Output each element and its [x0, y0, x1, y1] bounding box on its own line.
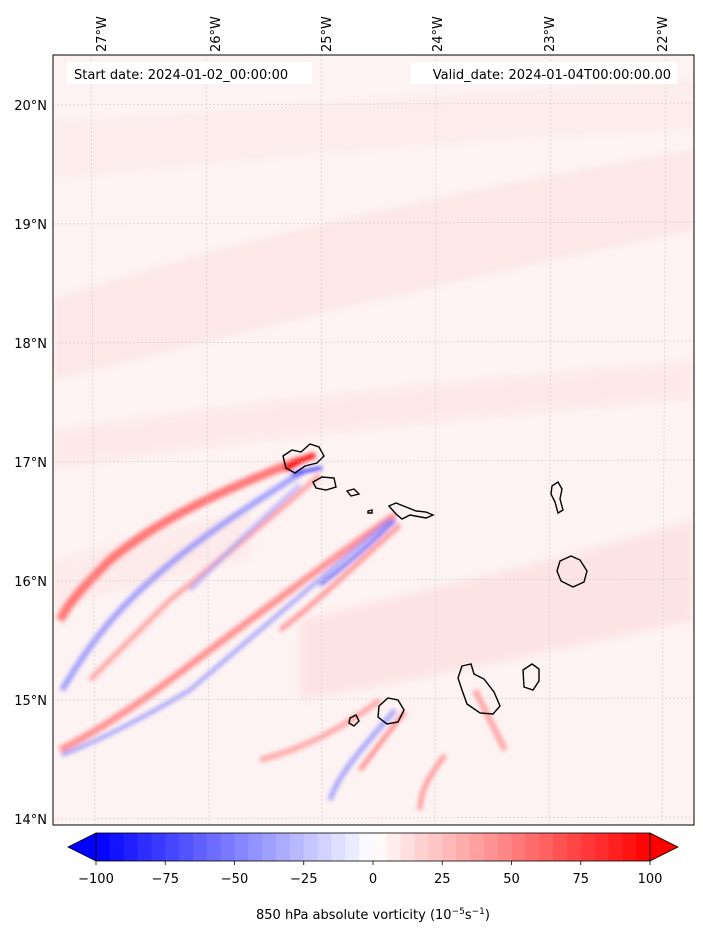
colorbar-segment	[331, 833, 346, 861]
colorbar-segment	[248, 833, 263, 861]
lat-tick-label: 16°N	[14, 575, 47, 590]
lon-tick-label: 26°W	[209, 16, 224, 52]
lat-tick-label: 17°N	[14, 456, 47, 471]
colorbar-max-extension	[649, 832, 679, 862]
colorbar-segment	[317, 833, 332, 861]
colorbar-segment	[511, 833, 526, 861]
colorbar-segment	[608, 833, 623, 861]
island-coastlines	[282, 443, 588, 727]
map-gridlines	[53, 55, 694, 825]
colorbar-segment	[276, 833, 291, 861]
colorbar-segment	[359, 833, 374, 861]
colorbar-tick-label: −100	[78, 872, 114, 887]
colorbar-segment	[123, 833, 139, 861]
colorbar-segment	[497, 833, 512, 861]
island-santiago	[457, 663, 501, 715]
colorbar-segment	[192, 833, 208, 861]
island-sal	[550, 481, 564, 515]
island-wake-streaks	[55, 452, 508, 811]
island-santa-luzia	[345, 488, 361, 497]
start-date-label: Start date: 2024-01-02_00:00:00	[74, 68, 288, 83]
colorbar-segment	[151, 833, 166, 861]
colorbar-tick-label: −50	[221, 872, 248, 887]
island-sao-vicente	[312, 476, 337, 491]
lat-tick-label: 18°N	[14, 337, 47, 352]
colorbar-segment	[622, 833, 637, 861]
colorbar-segment	[414, 833, 429, 861]
colorbar-segment	[553, 833, 568, 861]
valid-date-box	[410, 62, 677, 84]
colorbar-segment	[386, 833, 402, 861]
lat-tick-label: 20°N	[14, 99, 47, 114]
colorbar-segment	[220, 833, 235, 861]
colorbar: −100 −75 −50 −25 0 25 50 75 100	[67, 832, 679, 887]
lat-tick-label: 15°N	[14, 694, 47, 709]
colorbar-segment	[179, 833, 194, 861]
lon-tick-label: 25°W	[320, 16, 335, 52]
map-frame	[52, 54, 695, 826]
colorbar-segment	[206, 833, 222, 861]
colorbar-title: 850 hPa absolute vorticity (10−5s−1)	[256, 907, 490, 923]
colorbar-segment	[539, 833, 554, 861]
colorbar-segment	[165, 833, 180, 861]
colorbar-segment	[483, 833, 499, 861]
lon-tick-label: 27°W	[95, 16, 110, 52]
colorbar-segment	[303, 833, 319, 861]
lon-tick-label: 23°W	[543, 16, 558, 52]
colorbar-segment	[525, 833, 540, 861]
colorbar-tick-label: 75	[572, 872, 589, 887]
colorbar-segment	[456, 833, 471, 861]
longitude-labels: 27°W 26°W 25°W 24°W 23°W 22°W	[95, 16, 671, 52]
colorbar-tick-label: 25	[434, 872, 451, 887]
colorbar-min-extension	[67, 832, 97, 862]
colorbar-segment	[400, 833, 416, 861]
colorbar-segment	[594, 833, 609, 861]
colorbar-segment	[96, 833, 111, 861]
colorbar-segment	[373, 833, 388, 861]
lon-tick-label: 24°W	[431, 16, 446, 52]
colorbar-segment	[109, 833, 125, 861]
island-fogo	[377, 697, 405, 725]
lon-tick-label: 22°W	[656, 16, 671, 52]
lat-tick-label: 14°N	[14, 813, 47, 828]
colorbar-tick-label: −25	[290, 872, 317, 887]
latitude-labels: 20°N 19°N 18°N 17°N 16°N 15°N 14°N	[14, 99, 47, 828]
lat-tick-label: 19°N	[14, 218, 47, 233]
colorbar-segment	[262, 833, 277, 861]
colorbar-segment	[428, 833, 443, 861]
colorbar-segment	[636, 833, 651, 861]
colorbar-segment	[580, 833, 596, 861]
colorbar-segment	[234, 833, 249, 861]
colorbar-segment	[345, 833, 360, 861]
island-santo-antao	[282, 443, 325, 474]
colorbar-tick-label: 0	[369, 872, 377, 887]
colorbar-tick-label: −75	[152, 872, 179, 887]
colorbar-segment	[566, 833, 582, 861]
colorbar-tick-label: 50	[503, 872, 520, 887]
island-sao-nicolau	[387, 502, 435, 520]
island-branco	[367, 509, 373, 514]
colorbar-segment	[442, 833, 457, 861]
colorbar-segment	[137, 833, 152, 861]
colorbar-tick-label: 100	[638, 872, 663, 887]
weak-vorticity-bands	[53, 80, 694, 700]
island-brava	[348, 714, 360, 727]
island-maio	[522, 663, 540, 691]
start-date-box	[67, 62, 312, 84]
colorbar-segment	[469, 833, 485, 861]
island-boa-vista	[556, 555, 588, 588]
map-plot-area	[53, 55, 694, 825]
colorbar-segment	[289, 833, 305, 861]
valid-date-label: Valid_date: 2024-01-04T00:00:00.00	[433, 68, 671, 83]
